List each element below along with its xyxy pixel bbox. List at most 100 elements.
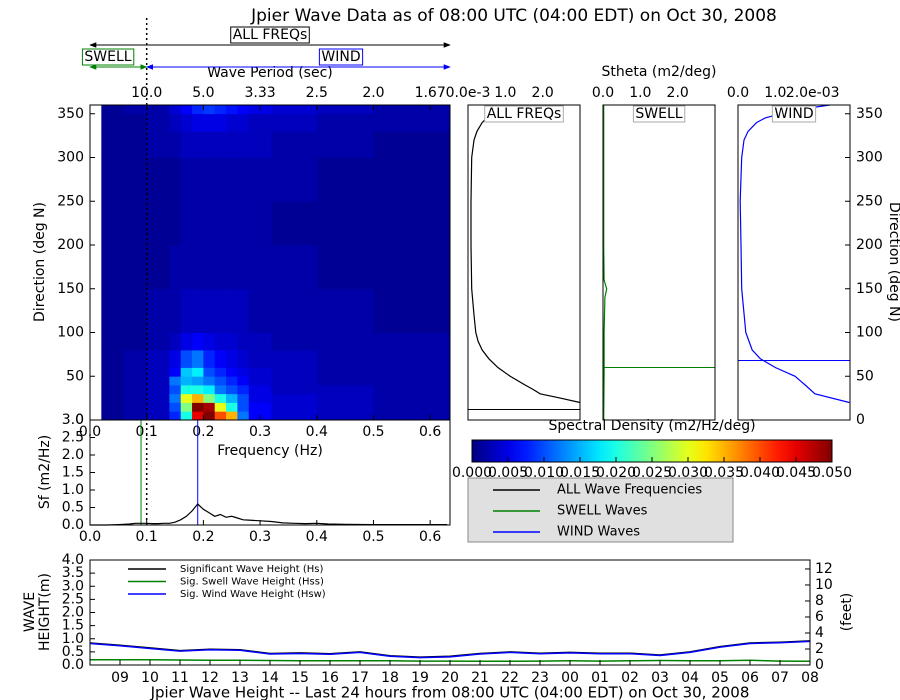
x-tick-label: 05 xyxy=(711,670,729,686)
x-tick-label: 02 xyxy=(621,670,639,686)
heat-cell xyxy=(237,367,250,377)
heat-cell xyxy=(248,157,272,202)
label-box xyxy=(318,48,364,66)
heat-cell xyxy=(203,105,216,115)
tick-label: 0.010 xyxy=(524,465,564,481)
tick-label: 0.5 xyxy=(362,424,384,440)
heat-cell xyxy=(271,350,318,368)
tick-label: 0.050 xyxy=(812,465,852,481)
heat-cell xyxy=(226,288,238,333)
chart-title: Jpier Wave Height -- Last 24 hours from … xyxy=(150,684,750,700)
x-tick-label: 14 xyxy=(261,670,279,686)
heat-cell xyxy=(192,157,204,202)
tick-label: 250 xyxy=(856,193,883,209)
tick-label: 2.0 xyxy=(62,605,84,621)
heat-cell xyxy=(124,393,148,403)
heat-cell xyxy=(169,288,182,333)
heat-cell xyxy=(192,245,204,290)
heat-cell xyxy=(248,201,272,246)
label: WIND xyxy=(774,106,813,122)
heat-cell xyxy=(169,157,182,202)
heat-cell xyxy=(248,402,272,412)
heat-cell xyxy=(248,393,272,403)
profile-line xyxy=(470,104,581,404)
heat-cell xyxy=(180,385,193,395)
heat-cell xyxy=(271,105,318,115)
heat-cell xyxy=(226,157,238,202)
heat-cell xyxy=(271,402,318,412)
tick-label: 0 xyxy=(815,657,824,673)
heat-cell xyxy=(316,385,374,395)
heat-cell xyxy=(237,288,250,333)
heat-cell xyxy=(203,350,216,368)
x-tick-label: 12 xyxy=(201,670,219,686)
tick-label: 5.0 xyxy=(192,85,214,101)
heat-cell xyxy=(214,393,227,403)
axes-frame xyxy=(602,104,716,421)
tick-label: 3.0 xyxy=(62,412,84,428)
tick-label: 50 xyxy=(856,368,874,384)
tick-label: 350 xyxy=(856,106,883,122)
heat-cell xyxy=(248,245,272,290)
heat-cell xyxy=(169,105,182,115)
heat-cell xyxy=(101,393,125,403)
tick-label: 0 xyxy=(856,412,865,428)
tick-label: 0.4 xyxy=(306,424,328,440)
tick-label: 150 xyxy=(856,281,883,297)
heat-cell xyxy=(226,113,238,132)
heat-cell xyxy=(192,350,204,368)
heat-cell xyxy=(124,157,148,202)
heat-cell xyxy=(146,411,170,421)
x-tick-label: 21 xyxy=(471,670,489,686)
tick-label: 300 xyxy=(856,150,883,166)
y-axis-label: Sf (m2/Hz) xyxy=(37,435,53,509)
legend-label: WIND Waves xyxy=(557,525,640,540)
tick-label: 2.5 xyxy=(62,430,84,446)
heat-cell xyxy=(271,411,318,421)
heat-cell xyxy=(373,411,451,421)
heat-cell xyxy=(316,157,374,202)
tick-label: 2.5 xyxy=(62,591,84,607)
heat-cell xyxy=(180,350,193,368)
heat-cell xyxy=(373,245,451,290)
heat-cell xyxy=(226,201,238,246)
tick-label: 300 xyxy=(57,150,84,166)
x-tick-label: 06 xyxy=(741,670,759,686)
x-tick-label: 19 xyxy=(411,670,429,686)
heat-cell xyxy=(316,393,374,403)
heat-cell xyxy=(146,385,170,395)
heat-cell xyxy=(214,113,227,132)
tick-label: 1.0 xyxy=(62,482,84,498)
tick-label: 0 xyxy=(75,412,84,428)
x-tick-label: 01 xyxy=(591,670,609,686)
series-line xyxy=(89,640,811,658)
heat-cell xyxy=(237,350,250,368)
label-box xyxy=(81,48,135,66)
heat-cell xyxy=(271,245,318,290)
tick-label: 50 xyxy=(66,368,84,384)
tick-label: 0.2 xyxy=(192,424,214,440)
heat-cell xyxy=(248,113,272,132)
heat-cell xyxy=(271,332,318,351)
heat-cell xyxy=(192,105,204,115)
heat-cell xyxy=(124,385,148,395)
tick-label: 3.33 xyxy=(244,85,275,101)
x-tick-label: 22 xyxy=(501,670,519,686)
heat-cell xyxy=(271,113,318,132)
tick-label: 0.0 xyxy=(727,85,749,101)
heat-cell xyxy=(192,113,204,132)
heat-cell xyxy=(180,288,193,333)
x-axis-label: Stheta (m2/deg) xyxy=(602,64,717,80)
heat-cell xyxy=(146,332,170,351)
heat-cell xyxy=(192,411,204,421)
heat-cell xyxy=(146,131,170,158)
heat-cell xyxy=(192,367,204,377)
heat-cell xyxy=(180,402,193,412)
heat-cell xyxy=(203,201,216,246)
heat-cell xyxy=(237,376,250,386)
tick-label: 2.5 xyxy=(306,85,328,101)
tick-label: 0.5 xyxy=(362,529,384,545)
tick-label: 150 xyxy=(57,281,84,297)
heat-cell xyxy=(316,245,374,290)
label-box xyxy=(632,105,686,123)
